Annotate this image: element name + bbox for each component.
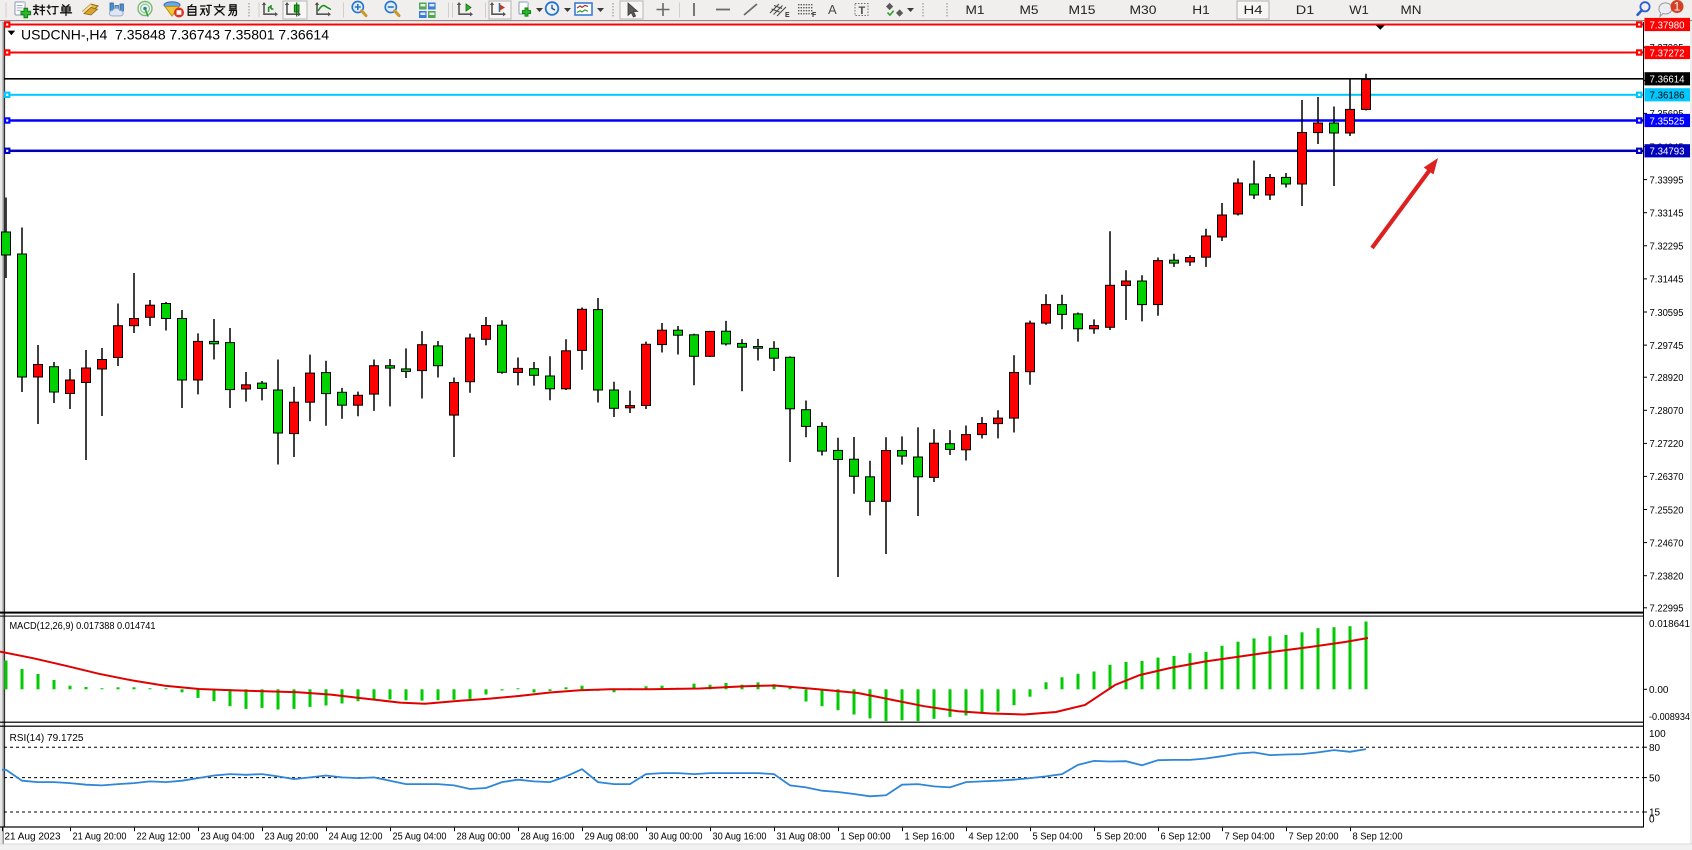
svg-text:28 Aug 16:00: 28 Aug 16:00	[521, 832, 575, 843]
svg-text:22 Aug 12:00: 22 Aug 12:00	[137, 832, 191, 843]
svg-text:21 Aug 20:00: 21 Aug 20:00	[73, 832, 127, 843]
svg-text:23 Aug 04:00: 23 Aug 04:00	[201, 832, 255, 843]
svg-text:25 Aug 04:00: 25 Aug 04:00	[393, 832, 447, 843]
svg-text:1: 1	[1674, 2, 1680, 14]
svg-text:7.28920: 7.28920	[1650, 373, 1684, 384]
svg-text:USDCNH-,H4 7.35848 7.36743 7.: USDCNH-,H4 7.35848 7.36743 7.35801 7.366…	[21, 28, 329, 43]
svg-text:A: A	[828, 2, 837, 17]
svg-text:29 Aug 08:00: 29 Aug 08:00	[585, 832, 639, 843]
svg-text:E: E	[785, 12, 790, 19]
svg-text:30 Aug 00:00: 30 Aug 00:00	[649, 832, 703, 843]
svg-text:28 Aug 00:00: 28 Aug 00:00	[457, 832, 511, 843]
svg-text:7.26370: 7.26370	[1650, 472, 1684, 483]
svg-text:7.32295: 7.32295	[1650, 242, 1684, 253]
svg-text:MACD(12,26,9) 0.017388 0.01474: MACD(12,26,9) 0.017388 0.014741	[10, 621, 156, 632]
svg-text:100: 100	[1649, 729, 1666, 740]
svg-text:0.018641: 0.018641	[1649, 619, 1690, 630]
svg-text:7.28070: 7.28070	[1650, 406, 1684, 417]
svg-text:7.29745: 7.29745	[1650, 341, 1684, 352]
svg-text:7.22995: 7.22995	[1650, 604, 1684, 615]
svg-text:7 Sep 20:00: 7 Sep 20:00	[1289, 832, 1339, 843]
svg-text:31 Aug 08:00: 31 Aug 08:00	[777, 832, 831, 843]
svg-text:4 Sep 12:00: 4 Sep 12:00	[969, 832, 1019, 843]
svg-text:7.30595: 7.30595	[1650, 308, 1684, 319]
svg-text:23 Aug 20:00: 23 Aug 20:00	[265, 832, 319, 843]
svg-text:F: F	[812, 12, 817, 19]
svg-text:7.37980: 7.37980	[1650, 20, 1685, 31]
svg-text:T: T	[859, 5, 866, 17]
svg-text:M5: M5	[1020, 5, 1039, 17]
svg-text:7 Sep 04:00: 7 Sep 04:00	[1225, 832, 1275, 843]
svg-text:7.34793: 7.34793	[1650, 147, 1685, 158]
svg-text:H1: H1	[1192, 5, 1210, 17]
svg-text:5 Sep 04:00: 5 Sep 04:00	[1033, 832, 1083, 843]
svg-text:W1: W1	[1349, 5, 1369, 17]
svg-text:7.25520: 7.25520	[1650, 505, 1684, 516]
svg-text:7.24670: 7.24670	[1650, 538, 1684, 549]
svg-text:21 Aug 2023: 21 Aug 2023	[5, 832, 61, 843]
svg-text:7.27220: 7.27220	[1650, 439, 1684, 450]
svg-text:7.36186: 7.36186	[1650, 91, 1685, 102]
svg-text:7.33995: 7.33995	[1650, 175, 1684, 186]
svg-text:MN: MN	[1401, 5, 1422, 17]
svg-text:24 Aug 12:00: 24 Aug 12:00	[329, 832, 383, 843]
svg-text:M15: M15	[1069, 5, 1096, 17]
svg-text:7.37272: 7.37272	[1650, 48, 1685, 59]
svg-text:0.00: 0.00	[1649, 685, 1669, 696]
svg-text:5 Sep 20:00: 5 Sep 20:00	[1097, 832, 1147, 843]
svg-text:M30: M30	[1130, 5, 1157, 17]
svg-text:8 Sep 12:00: 8 Sep 12:00	[1353, 832, 1403, 843]
svg-text:0: 0	[1649, 814, 1655, 825]
svg-text:RSI(14) 79.1725: RSI(14) 79.1725	[10, 733, 84, 744]
svg-text:7.36614: 7.36614	[1650, 75, 1685, 86]
svg-text:M1: M1	[966, 5, 985, 17]
svg-text:D1: D1	[1296, 5, 1315, 17]
svg-text:7.33145: 7.33145	[1650, 209, 1684, 220]
svg-text:15: 15	[1649, 808, 1661, 819]
svg-text:-0.008934: -0.008934	[1649, 712, 1690, 723]
svg-text:50: 50	[1649, 773, 1661, 784]
svg-text:7.35525: 7.35525	[1650, 116, 1685, 127]
svg-text:80: 80	[1649, 743, 1661, 754]
svg-text:1 Sep 16:00: 1 Sep 16:00	[905, 832, 955, 843]
svg-text:H4: H4	[1244, 5, 1264, 17]
svg-text:30 Aug 16:00: 30 Aug 16:00	[713, 832, 767, 843]
svg-text:1 Sep 00:00: 1 Sep 00:00	[841, 832, 891, 843]
svg-text:7.31445: 7.31445	[1650, 275, 1684, 286]
svg-text:6 Sep 12:00: 6 Sep 12:00	[1161, 832, 1211, 843]
svg-text:7.23820: 7.23820	[1650, 572, 1684, 583]
